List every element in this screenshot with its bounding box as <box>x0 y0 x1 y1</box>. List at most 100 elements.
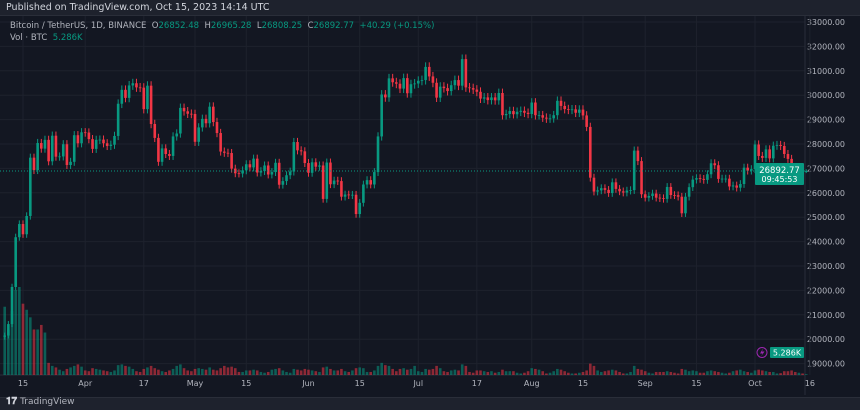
candle <box>490 93 493 105</box>
candle <box>464 54 468 92</box>
candle-body <box>497 93 501 101</box>
candle-body <box>398 83 402 89</box>
candle <box>332 176 336 189</box>
candle <box>662 194 665 203</box>
candle <box>493 93 497 105</box>
candle-body <box>504 113 508 116</box>
volume-bar <box>175 365 179 375</box>
candle-body <box>32 157 36 171</box>
close-value: 26892.77 <box>313 21 355 31</box>
candle <box>548 114 552 123</box>
candle-body <box>171 136 175 156</box>
candle <box>658 193 662 202</box>
candle <box>380 90 383 141</box>
alert-lightning-icon[interactable] <box>756 347 768 358</box>
candle-body <box>512 111 515 115</box>
x-tick-label: 15 <box>578 379 588 388</box>
candle-body <box>14 237 17 287</box>
volume-bar <box>713 371 717 375</box>
candle-body <box>585 115 588 127</box>
volume-bar <box>266 371 270 375</box>
candle-body <box>164 148 168 155</box>
volume-bar <box>607 370 610 375</box>
candle-body <box>168 154 171 156</box>
volume-bar <box>69 367 72 375</box>
candle-body <box>376 136 380 173</box>
volume-bar <box>464 365 468 375</box>
candle <box>58 152 61 161</box>
candle <box>581 105 585 120</box>
volume-bar <box>629 371 632 375</box>
volume-bar <box>164 371 168 375</box>
volume-bar <box>40 324 43 375</box>
volume-bar <box>599 371 603 375</box>
candle <box>157 133 160 166</box>
symbol-title[interactable]: Bitcoin / TetherUS, 1D, BINANCE <box>10 21 147 31</box>
candle-body <box>54 135 58 157</box>
candle-body <box>197 127 200 142</box>
candle <box>50 131 54 166</box>
candle-body <box>362 184 365 203</box>
volume-bar <box>14 290 17 375</box>
y-tick-label: 21000.00 <box>807 311 845 320</box>
candle <box>69 157 72 169</box>
volume-bar <box>728 372 731 375</box>
x-tick-label: Sep <box>638 379 653 388</box>
y-tick-label: 25000.00 <box>807 213 845 222</box>
candle-body <box>244 164 248 171</box>
candle-body <box>336 180 340 182</box>
volume-bar <box>632 365 636 375</box>
candle-body <box>186 111 189 114</box>
candle-body <box>3 335 6 337</box>
candle <box>486 93 490 105</box>
volume-bar <box>21 303 25 375</box>
volume-bar <box>592 365 596 375</box>
y-tick-label: 24000.00 <box>807 238 845 247</box>
volume-bar <box>91 368 94 375</box>
volume-bar <box>793 371 797 375</box>
candle <box>541 110 545 122</box>
candle <box>270 168 274 179</box>
y-tick-label: 30000.00 <box>807 91 845 100</box>
candle <box>105 139 109 151</box>
candle <box>204 114 208 128</box>
candle <box>54 131 58 161</box>
volume-bar <box>255 370 259 375</box>
candle-body <box>735 185 738 188</box>
candle <box>285 171 288 185</box>
footer: 𝟏𝟕 TradingView <box>6 396 75 407</box>
candle-body <box>610 182 614 194</box>
candle-body <box>541 115 545 118</box>
ohlc-row: Bitcoin / TetherUS, 1D, BINANCE O26852.4… <box>10 21 435 31</box>
volume-bar <box>336 370 340 375</box>
candle-body <box>127 85 131 98</box>
candle <box>94 135 98 153</box>
volume-bar <box>252 369 255 375</box>
volume-bar <box>691 370 695 375</box>
volume-bar <box>680 368 684 375</box>
candle <box>530 98 534 119</box>
volume-bar <box>329 368 332 375</box>
volume-bar <box>490 371 493 375</box>
candle <box>724 174 728 183</box>
candle-body <box>332 180 336 185</box>
volume-bar <box>515 372 519 375</box>
candle-body <box>190 113 193 115</box>
candle-body <box>786 154 790 159</box>
candle <box>369 176 372 189</box>
volume-bar <box>742 371 746 375</box>
candle <box>171 132 175 160</box>
candle-body <box>596 190 599 192</box>
candle <box>654 189 658 202</box>
candle-body <box>695 178 698 180</box>
volume-title[interactable]: Vol · BTC <box>10 33 48 43</box>
volume-bar <box>65 368 69 375</box>
candle <box>98 135 102 144</box>
candle-body <box>632 150 636 191</box>
volume-bar <box>365 371 369 375</box>
volume-bar <box>435 365 438 375</box>
volume-bar <box>3 306 6 375</box>
tradingview-logo-icon[interactable]: 𝟏𝟕 <box>6 396 18 407</box>
brand-name[interactable]: TradingView <box>20 396 75 407</box>
